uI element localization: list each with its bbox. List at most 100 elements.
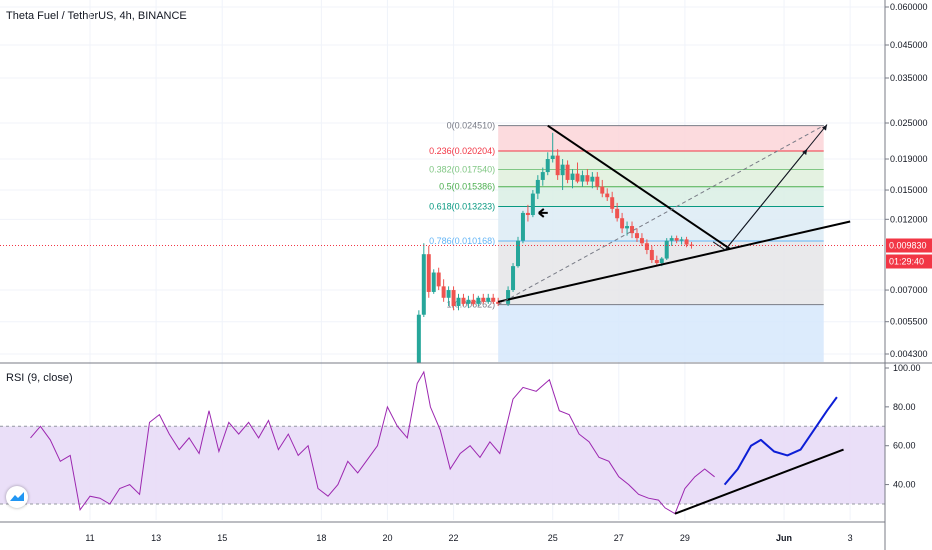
arrow-head <box>802 149 808 156</box>
price-tick-label: 0.012000 <box>890 214 928 224</box>
rsi-tick-label: 40.00 <box>893 480 916 490</box>
candle <box>664 238 669 261</box>
candle <box>530 190 535 218</box>
tradingview-logo-icon[interactable] <box>6 486 28 508</box>
candle-body <box>565 164 570 180</box>
fib-zone <box>498 304 824 362</box>
price-tick-label: 0.005500 <box>890 317 928 327</box>
candle-body <box>431 272 436 292</box>
candle-body <box>664 240 669 259</box>
time-tick-label: 3 <box>848 533 853 543</box>
candle <box>634 228 639 242</box>
price-tick-label: 0.025000 <box>890 118 928 128</box>
rsi-line <box>30 370 715 515</box>
candle <box>600 179 605 198</box>
time-tick-label: 25 <box>548 533 558 543</box>
candle <box>466 295 471 309</box>
candle <box>456 293 461 311</box>
candle <box>644 239 649 255</box>
trendline-resistance[interactable] <box>547 124 731 250</box>
candle <box>446 286 451 306</box>
rsi-projection-curve[interactable] <box>723 396 838 486</box>
candle-body <box>496 301 501 304</box>
candle-body <box>456 297 461 306</box>
candle <box>416 310 421 364</box>
candle-body <box>649 249 654 261</box>
fib-zone <box>498 169 824 187</box>
candle-body <box>540 172 545 180</box>
candle <box>481 293 486 304</box>
candle <box>506 286 511 306</box>
current-price-badge <box>886 238 932 253</box>
candle-body <box>436 272 441 287</box>
fib-zone <box>498 186 824 207</box>
time-tick-label: 11 <box>85 533 94 543</box>
candle <box>649 245 654 264</box>
candle <box>451 286 456 311</box>
time-tick-label: Jun <box>776 533 792 543</box>
candle <box>525 204 530 222</box>
current-price-label: 0.009830 <box>889 240 927 250</box>
chart-title: Theta Fuel / TetherUS, 4h, BINANCE <box>6 10 187 22</box>
candle-body <box>476 297 481 304</box>
time-tick-label: 27 <box>614 533 624 543</box>
fib-level-label: 0.618(0.013233) <box>429 201 495 211</box>
fib-level-label: 0.382(0.017540) <box>429 165 495 175</box>
candle-body <box>600 186 605 194</box>
candle <box>515 236 520 268</box>
candle-body <box>615 208 620 219</box>
trendline-support[interactable] <box>497 220 851 303</box>
candle-body <box>684 239 689 245</box>
candle <box>555 149 560 180</box>
candle-body <box>461 297 466 304</box>
candle <box>610 191 615 213</box>
candle-body <box>550 155 555 160</box>
countdown-badge <box>886 254 932 269</box>
price-tick-label: 0.035000 <box>890 73 928 83</box>
candle-body <box>426 254 431 292</box>
candle-body <box>580 175 585 182</box>
candle-body <box>525 212 530 216</box>
arrow-head <box>822 124 828 131</box>
time-tick-label: 18 <box>316 533 326 543</box>
price-tick-label: 0.007000 <box>890 285 928 295</box>
candle <box>520 210 525 244</box>
candle-body <box>481 297 486 302</box>
candle <box>605 188 610 201</box>
candle-body <box>451 290 456 306</box>
candle-body <box>620 218 625 229</box>
fib-zone <box>498 241 824 305</box>
candle-body <box>530 193 535 216</box>
time-tick-label: 13 <box>151 533 161 543</box>
candle-body <box>610 197 615 209</box>
rsi-tick-label: 80.00 <box>893 402 916 412</box>
candle-body <box>654 260 659 264</box>
candle <box>570 169 575 189</box>
rsi-tick-label: 100.00 <box>893 363 921 373</box>
fib-zone <box>498 125 824 151</box>
candle-body <box>446 290 451 298</box>
candle <box>639 233 644 246</box>
candle-body <box>511 266 516 291</box>
candle-body <box>441 286 446 298</box>
candle <box>580 170 585 187</box>
candle-body <box>570 173 575 180</box>
fib-zone <box>498 206 824 242</box>
candle-body <box>679 239 684 241</box>
candle <box>471 293 476 306</box>
candle <box>535 175 540 200</box>
candle <box>684 236 689 248</box>
price-tick-label: 0.045000 <box>890 40 928 50</box>
candle-body <box>585 175 590 182</box>
time-tick-label: 15 <box>217 533 227 543</box>
candle <box>620 212 625 234</box>
rsi-trendline[interactable] <box>674 448 844 515</box>
candle <box>674 235 679 244</box>
candle <box>486 293 491 304</box>
time-tick-label: 29 <box>680 533 690 543</box>
candle-body <box>486 297 491 302</box>
candle-body <box>575 173 580 182</box>
fib-level-label: 0.786(0.010168) <box>429 236 495 246</box>
price-tick-label: 0.015000 <box>890 185 928 195</box>
